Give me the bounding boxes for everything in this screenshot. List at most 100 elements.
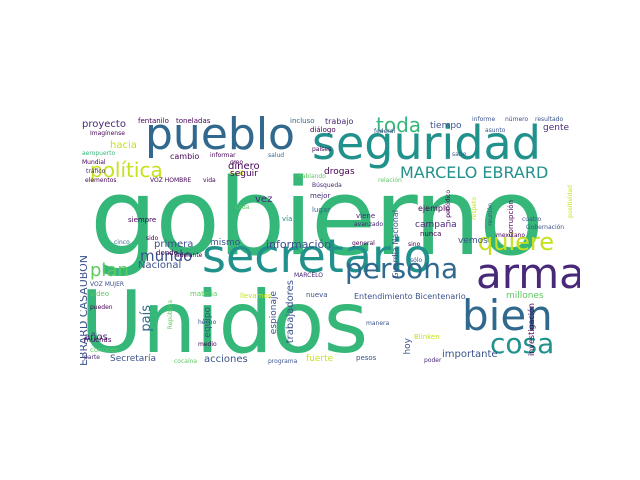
word-importante: importante xyxy=(442,349,498,360)
word-creo: creo xyxy=(230,159,243,166)
word-imaginense: Imagínense xyxy=(90,130,125,137)
word-cloud: gobierno Unidos seguridad secretario pue… xyxy=(80,115,580,365)
word-mexicano: mexicano xyxy=(496,232,526,239)
word-vez: vez xyxy=(255,194,273,205)
word-parte: parte xyxy=(84,354,100,361)
word-donde: donde xyxy=(156,249,178,257)
word-blinken: Blinken xyxy=(414,333,440,341)
word-materia: materia xyxy=(190,290,218,298)
word-nunca: nunca xyxy=(420,230,442,238)
word-cada: cada xyxy=(235,204,250,211)
word-seguridad: seguridad xyxy=(312,116,541,170)
word-conocer: conocer xyxy=(90,346,118,354)
word-nueva: nueva xyxy=(306,291,328,299)
word-aeropuerto: aeropuerto xyxy=(82,150,116,157)
word-unidos: Unidos xyxy=(80,273,368,365)
word-proyecto: proyecto xyxy=(82,119,126,130)
word-medio: medio xyxy=(198,341,217,348)
word-programa: programa xyxy=(268,358,298,365)
word-fentanilo: fentanilo xyxy=(138,117,169,125)
word-gente: gente xyxy=(543,123,570,133)
word-solo: sólo xyxy=(410,257,423,264)
word-anos: años xyxy=(84,332,108,343)
word-cual: Cuál xyxy=(230,170,244,177)
word-republica: República xyxy=(167,300,174,330)
word-trabajo: trabajo xyxy=(325,117,354,126)
word-voz-hombre: VOZ HOMBRE xyxy=(150,177,192,184)
word-sido: sido xyxy=(146,235,159,242)
word-paises: países xyxy=(312,146,332,153)
word-llevamos: llevamos xyxy=(240,292,272,300)
word-mundo: mundo xyxy=(140,247,193,265)
word-toneladas: toneladas xyxy=(176,117,211,125)
word-ebrard-casaubon: EBRARD CASAUBON xyxy=(80,255,90,365)
word-trafico: tráfico xyxy=(86,168,106,175)
word-vemos: vemos xyxy=(458,236,488,246)
word-arma: arma xyxy=(476,249,580,298)
word-gobierno: gobierno xyxy=(90,156,544,279)
word-primera: primera xyxy=(154,239,194,250)
word-pueblo: pueblo xyxy=(145,115,295,160)
word-hacia: hacia xyxy=(110,140,137,151)
word-informe: informe xyxy=(472,116,496,123)
word-dialogo: diálogo xyxy=(310,126,336,134)
word-ejemplo: ejemplo xyxy=(418,204,451,213)
word-toda: toda xyxy=(376,115,422,137)
word-mejor: mejor xyxy=(310,192,331,200)
word-campana: campaña xyxy=(415,220,457,230)
word-fuerte: fuerte xyxy=(306,354,334,364)
word-federal: federal xyxy=(374,128,396,135)
word-incluso: incluso xyxy=(290,117,315,125)
word-pueden: pueden xyxy=(90,304,113,311)
word-acciones: acciones xyxy=(204,354,248,365)
word-viene: viene xyxy=(356,212,376,220)
word-hecho: hecho xyxy=(198,319,217,326)
word-video: video xyxy=(90,290,110,298)
word-secretario: secretario xyxy=(202,229,432,283)
word-marcelo-ebrard: MARCELO EBRARD xyxy=(400,163,549,182)
word-cosa: cosa xyxy=(490,327,555,360)
word-espionaje: espionaje xyxy=(269,291,279,335)
word-respeto: respeto xyxy=(471,197,478,220)
word-dinero: dinero xyxy=(228,161,260,172)
word-sabe: sabe xyxy=(452,151,467,158)
word-trabajadores: trabajadores xyxy=(285,280,296,344)
word-quiere: quiere xyxy=(478,228,554,256)
word-positividad: positividad xyxy=(567,185,574,218)
word-busqueda: Búsqueda xyxy=(312,182,342,189)
word-muchas: muchas xyxy=(84,336,112,344)
word-hoy: hoy xyxy=(403,338,413,355)
word-poder: poder xyxy=(424,357,442,364)
word-guardia-nacional: Guardia Nacional xyxy=(391,210,400,279)
word-elementos: elementos xyxy=(85,177,117,184)
word-salud: salud xyxy=(268,152,285,159)
word-mismo: mismo xyxy=(210,238,241,248)
word-avanzado: avanzado xyxy=(354,221,384,228)
word-cuatro: cuatro xyxy=(522,216,542,223)
word-pesos: pesos xyxy=(356,354,377,362)
word-lugar: lugar xyxy=(312,206,330,214)
word-nacional: Nacional xyxy=(138,260,182,271)
word-secretaria: Secretaría xyxy=(110,354,156,364)
word-sino: sino xyxy=(408,241,421,248)
word-reunion: reunión xyxy=(487,203,494,226)
word-politica: política xyxy=(90,158,163,182)
word-investigacion: investigación xyxy=(527,303,536,357)
word-plan: plan xyxy=(90,260,129,281)
word-cocaina: cocaína xyxy=(174,358,198,365)
word-asunto: asunto xyxy=(485,127,506,134)
word-adelante: adelante xyxy=(176,252,203,259)
word-resultado: resultado xyxy=(535,116,564,123)
word-drogas: drogas xyxy=(324,167,355,177)
word-persona: persona xyxy=(345,252,459,285)
word-informar: informar xyxy=(210,152,236,159)
word-voz-mujer: VOZ MUJER xyxy=(90,281,125,288)
word-cinco: cinco xyxy=(114,239,130,246)
word-pais: país xyxy=(139,305,154,332)
word-informacion: información xyxy=(266,238,332,251)
word-gobernacion: Gobernación xyxy=(526,224,565,231)
word-millones: millones xyxy=(506,291,544,301)
word-hablando: hablando xyxy=(298,173,326,180)
word-general: general xyxy=(352,240,375,247)
word-relacion: relación xyxy=(378,177,402,184)
